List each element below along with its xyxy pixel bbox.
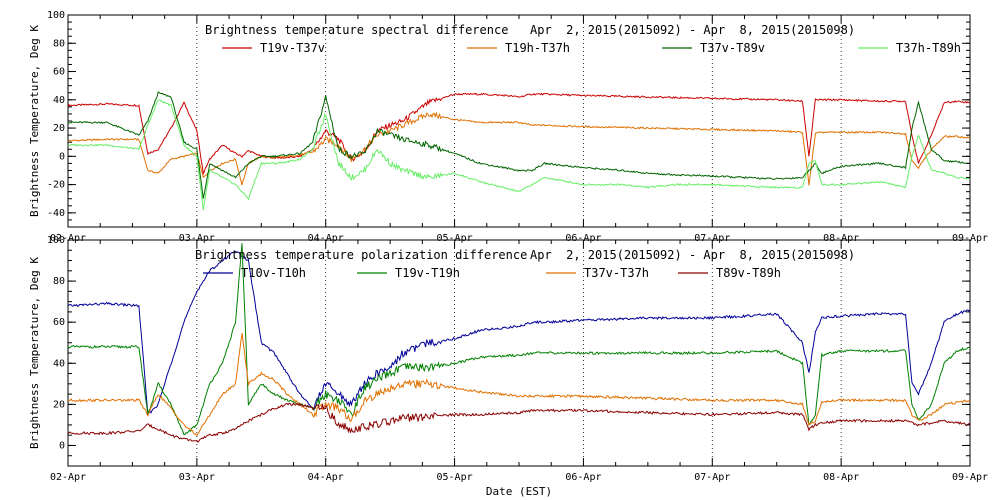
y-tick-label: -20 bbox=[47, 180, 65, 191]
y-tick-label: 60 bbox=[53, 67, 65, 78]
legend: T10v-T10h T19v-T19h T37v-T37h T89v-T89h bbox=[203, 266, 781, 280]
series-line-T89v-T89h bbox=[67, 402, 971, 443]
y-axis-ticks: -40 -20 0 20 40 60 80 100 bbox=[47, 10, 970, 228]
y-tick-label: -40 bbox=[47, 208, 65, 219]
y-tick-label: 0 bbox=[59, 440, 65, 451]
legend-label: T37v-T89v bbox=[700, 41, 765, 55]
legend-label: T37h-T89h bbox=[896, 41, 961, 55]
y-tick-label: 80 bbox=[53, 38, 65, 49]
chart-date-range: Apr 2, 2015(2015092) - Apr 8, 2015(20150… bbox=[530, 23, 855, 37]
x-tick-label: 04-Apr bbox=[308, 233, 344, 244]
chart-date-range: Apr 2, 2015(2015092) - Apr 8, 2015(20150… bbox=[530, 248, 855, 262]
y-axis-title: Brightness Temperature, Deg K bbox=[28, 257, 41, 449]
chart-title: Brightness temperature spectral differen… bbox=[205, 23, 508, 37]
y-tick-label: 100 bbox=[47, 235, 65, 246]
y-tick-label: 80 bbox=[53, 276, 65, 287]
grid-lines bbox=[196, 15, 842, 227]
x-axis-title: Date (EST) bbox=[486, 485, 552, 498]
x-tick-label: 03-Apr bbox=[179, 233, 215, 244]
y-tick-label: 40 bbox=[53, 95, 65, 106]
x-axis-ticks: 02-Apr 03-Apr 04-Apr 05-Apr 06-Apr 07-Apr 08-A… bbox=[50, 240, 988, 483]
series-lines bbox=[67, 243, 971, 443]
series-line-T37v-T37h bbox=[67, 333, 971, 437]
y-axis-ticks: 0 20 40 60 80 100 bbox=[47, 235, 970, 467]
legend-label: T89v-T89h bbox=[716, 266, 781, 280]
legend-label: T19h-T37h bbox=[505, 41, 570, 55]
x-tick-label: 05-Apr bbox=[437, 233, 473, 244]
series-lines bbox=[67, 91, 971, 210]
y-tick-label: 0 bbox=[59, 151, 65, 162]
x-tick-label: 02-Apr bbox=[50, 472, 86, 483]
x-tick-label: 04-Apr bbox=[308, 472, 344, 483]
legend-label: T10v-T10h bbox=[241, 266, 306, 280]
y-tick-label: 20 bbox=[53, 123, 65, 134]
x-axis-ticks: 02-Apr 03-Apr 04-Apr 05-Apr 06-Apr 07-Apr 08-A… bbox=[50, 15, 988, 244]
legend-label: T19v-T37v bbox=[260, 41, 325, 55]
y-axis-title: Brightness Temperature, Deg K bbox=[28, 25, 41, 217]
series-line-T19v-T37v bbox=[67, 92, 971, 176]
x-tick-label: 09-Apr bbox=[952, 472, 988, 483]
chart-title: Brightness temperature polarization diff… bbox=[195, 248, 527, 262]
series-line-T37h-T89h bbox=[67, 99, 971, 210]
y-tick-label: 100 bbox=[47, 10, 65, 21]
x-tick-label: 09-Apr bbox=[952, 233, 988, 244]
x-tick-label: 06-Apr bbox=[565, 472, 601, 483]
y-tick-label: 20 bbox=[53, 399, 65, 410]
series-line-T10v-T10h bbox=[67, 250, 971, 416]
series-line-T37v-T89v bbox=[67, 91, 971, 199]
x-tick-label: 08-Apr bbox=[823, 472, 859, 483]
x-tick-label: 08-Apr bbox=[823, 233, 859, 244]
polarization-difference-panel: 0 20 40 60 80 100 02-Apr 03-Apr 04-Apr 05-Apr 06-… bbox=[28, 235, 988, 498]
x-tick-label: 07-Apr bbox=[694, 233, 730, 244]
x-tick-label: 03-Apr bbox=[179, 472, 215, 483]
spectral-difference-panel: -40 -20 0 20 40 60 80 100 02-Apr 03-Apr 04-Apr 05-… bbox=[28, 10, 988, 244]
y-tick-label: 40 bbox=[53, 358, 65, 369]
series-line-T19h-T37h bbox=[67, 111, 971, 186]
legend: T19v-T37v T19h-T37h T37v-T89v T37h-T89h bbox=[222, 41, 961, 55]
legend-label: T37v-T37h bbox=[584, 266, 649, 280]
series-line-T19v-T19h bbox=[67, 243, 971, 436]
x-tick-label: 07-Apr bbox=[694, 472, 730, 483]
x-tick-label: 05-Apr bbox=[437, 472, 473, 483]
x-tick-label: 06-Apr bbox=[565, 233, 601, 244]
y-tick-label: 60 bbox=[53, 317, 65, 328]
x-tick-label: 02-Apr bbox=[50, 233, 86, 244]
legend-label: T19v-T19h bbox=[395, 266, 460, 280]
